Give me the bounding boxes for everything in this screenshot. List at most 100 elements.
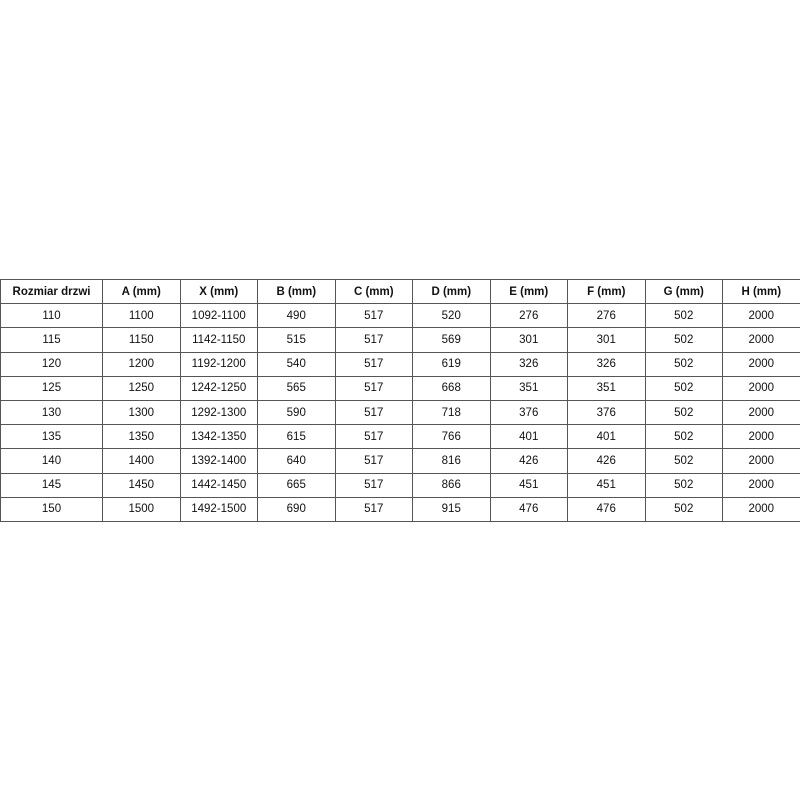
table-cell: 517	[334, 496, 413, 522]
table-cell: 517	[334, 351, 413, 377]
table-cell: 640	[257, 448, 336, 474]
table-cell: 2000	[722, 424, 800, 450]
table-cell: 1292-1300	[179, 399, 258, 426]
table-cell: 426	[489, 448, 568, 474]
table-cell: 150	[0, 496, 103, 522]
table-cell: 517	[334, 424, 413, 450]
table-cell: 1150	[102, 327, 181, 353]
table-cell: 1392-1400	[179, 448, 258, 474]
column-header: D (mm)	[412, 278, 491, 305]
table-row: 110 1100 1092-1100 490 517 520 276 276 502 2000	[0, 303, 800, 329]
table-cell: 816	[412, 448, 491, 474]
table-cell: 517	[334, 375, 413, 401]
table-cell: 451	[567, 472, 646, 498]
column-header: F (mm)	[567, 278, 646, 305]
table-cell: 2000	[722, 327, 800, 353]
table-cell: 376	[567, 399, 646, 426]
table-cell: 668	[412, 375, 491, 401]
table-cell: 2000	[722, 351, 800, 377]
table-row: 115 1150 1142-1150 515 517 569 301 301 502 2000	[0, 327, 800, 353]
table-cell: 301	[489, 327, 568, 353]
table-cell: 1100	[102, 303, 181, 329]
table-cell: 540	[257, 351, 336, 377]
table-cell: 326	[489, 351, 568, 377]
table-row: 150 1500 1492-1500 690 517 915 476 476 502 2000	[0, 496, 800, 522]
table-cell: 1092-1100	[179, 303, 258, 329]
table-cell: 1450	[102, 472, 181, 498]
table-cell: 2000	[722, 448, 800, 474]
table-cell: 426	[567, 448, 646, 474]
table-cell: 1442-1450	[179, 472, 258, 498]
table-cell: 351	[489, 375, 568, 401]
table-cell: 2000	[722, 472, 800, 498]
table-row: 135 1350 1342-1350 615 517 766 401 401 502 2000	[0, 424, 800, 450]
table-cell: 502	[644, 496, 723, 522]
column-header: A (mm)	[102, 278, 181, 305]
table-cell: 619	[412, 351, 491, 377]
table-cell: 490	[257, 303, 336, 329]
table-cell: 376	[489, 399, 568, 426]
table-cell: 615	[257, 424, 336, 450]
table-cell: 502	[644, 448, 723, 474]
table-cell: 665	[257, 472, 336, 498]
table-cell: 130	[0, 399, 103, 426]
table-cell: 517	[334, 327, 413, 353]
table-row: 140 1400 1392-1400 640 517 816 426 426 502 2000	[0, 448, 800, 474]
table-cell: 766	[412, 424, 491, 450]
table-cell: 515	[257, 327, 336, 353]
table-cell: 2000	[722, 496, 800, 522]
table-cell: 915	[412, 496, 491, 522]
table-cell: 502	[644, 303, 723, 329]
table-cell: 476	[567, 496, 646, 522]
table-cell: 326	[567, 351, 646, 377]
table-cell: 1200	[102, 351, 181, 377]
table-cell: 276	[567, 303, 646, 329]
table-cell: 502	[644, 351, 723, 377]
table-cell: 517	[334, 472, 413, 498]
table-cell: 125	[0, 375, 103, 401]
table-cell: 690	[257, 496, 336, 522]
table-cell: 1300	[102, 399, 181, 426]
table-cell: 1142-1150	[179, 327, 258, 353]
column-header: Rozmiar drzwi	[0, 278, 103, 305]
table-cell: 502	[644, 424, 723, 450]
table-cell: 502	[644, 327, 723, 353]
table-cell: 276	[489, 303, 568, 329]
table-cell: 145	[0, 472, 103, 498]
table-cell: 1400	[102, 448, 181, 474]
table-row: 130 1300 1292-1300 590 517 718 376 376 502 2000	[0, 399, 800, 426]
table-cell: 517	[334, 303, 413, 329]
table-cell: 1192-1200	[179, 351, 258, 377]
table-cell: 569	[412, 327, 491, 353]
table-cell: 502	[644, 399, 723, 426]
column-header: B (mm)	[257, 278, 336, 305]
table-cell: 1492-1500	[179, 496, 258, 522]
column-header: C (mm)	[334, 278, 413, 305]
table-cell: 120	[0, 351, 103, 377]
table-cell: 2000	[722, 303, 800, 329]
column-header: X (mm)	[179, 278, 258, 305]
table-row: 145 1450 1442-1450 665 517 866 451 451 502 2000	[0, 472, 800, 498]
table-cell: 1350	[102, 424, 181, 450]
table-cell: 401	[567, 424, 646, 450]
table-row: 120 1200 1192-1200 540 517 619 326 326 502 2000	[0, 351, 800, 377]
table-cell: 351	[567, 375, 646, 401]
table-cell: 110	[0, 303, 103, 329]
table-cell: 590	[257, 399, 336, 426]
table-cell: 502	[644, 472, 723, 498]
table-cell: 517	[334, 448, 413, 474]
table-cell: 502	[644, 375, 723, 401]
table-cell: 866	[412, 472, 491, 498]
table-cell: 1250	[102, 375, 181, 401]
table-cell: 520	[412, 303, 491, 329]
column-header: E (mm)	[489, 278, 568, 305]
table-cell: 115	[0, 327, 103, 353]
table-cell: 1242-1250	[179, 375, 258, 401]
table-cell: 140	[0, 448, 103, 474]
column-header: H (mm)	[722, 278, 800, 305]
table-cell: 1500	[102, 496, 181, 522]
table-cell: 301	[567, 327, 646, 353]
column-header: G (mm)	[644, 278, 723, 305]
table-cell: 517	[334, 399, 413, 426]
table-cell: 2000	[722, 375, 800, 401]
